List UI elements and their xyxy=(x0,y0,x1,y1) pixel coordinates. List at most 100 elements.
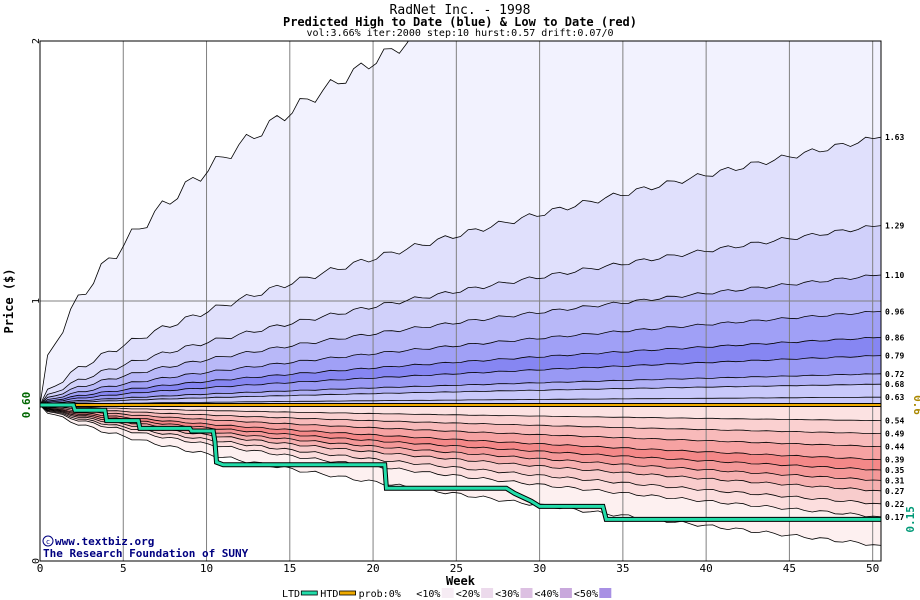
x-tick-label: 0 xyxy=(37,562,44,575)
x-tick-label: 35 xyxy=(616,562,629,575)
quantile-end-label: 0.96 xyxy=(885,307,904,316)
legend-color-swatch xyxy=(481,588,494,598)
quantile-end-label: 0.63 xyxy=(885,393,904,402)
low-band xyxy=(40,405,881,460)
legend-line-swatch xyxy=(300,590,318,596)
x-tick-label: 45 xyxy=(783,562,796,575)
legend-color-swatch xyxy=(441,588,454,598)
high-band xyxy=(40,225,881,405)
quantile-end-label: 0.27 xyxy=(885,487,904,496)
low-band xyxy=(40,405,881,517)
quantile-line xyxy=(40,404,881,461)
quantile-line xyxy=(40,136,881,406)
quantile-line xyxy=(40,336,881,406)
x-tick-label: 50 xyxy=(866,562,879,575)
quantile-line xyxy=(40,404,881,505)
plot-frame xyxy=(39,40,882,562)
legend-label: LTD xyxy=(282,589,300,600)
quantile-line xyxy=(40,225,881,406)
low-band xyxy=(40,405,881,491)
quantile-line xyxy=(40,355,881,406)
legend-color-swatch xyxy=(520,588,533,598)
quantile-line xyxy=(40,404,881,448)
legend-label: <10% xyxy=(416,589,440,600)
watermark-url: www.textbiz.org xyxy=(55,535,154,548)
legend-label: <50% xyxy=(574,589,598,600)
quantile-line xyxy=(40,404,881,492)
low-to-date-end-label: 0.15 xyxy=(904,506,917,533)
quantile-line xyxy=(40,396,881,406)
quantile-line xyxy=(40,373,881,406)
quantile-line xyxy=(40,274,881,406)
quantile-end-label: 1.10 xyxy=(885,271,904,280)
y-tick-label: 2 xyxy=(31,38,42,44)
legend-label: <30% xyxy=(495,589,519,600)
y-tick-label: 0 xyxy=(31,558,42,564)
grid-lines xyxy=(40,41,881,561)
quantile-line xyxy=(40,41,409,406)
high-band xyxy=(40,41,881,405)
quantile-end-label: 0.86 xyxy=(885,333,904,342)
quantile-line xyxy=(40,383,881,406)
high-band xyxy=(40,137,881,405)
quantile-line xyxy=(40,404,881,546)
y-axis-label: Price ($) xyxy=(2,268,16,333)
legend-color-swatch xyxy=(599,588,612,598)
quantile-end-label: 1.29 xyxy=(885,222,904,231)
legend-label: prob:0% xyxy=(359,589,401,600)
x-tick-label: 15 xyxy=(283,562,296,575)
quantile-end-label: 0.22 xyxy=(885,500,904,509)
low-band xyxy=(40,405,881,421)
x-tick-label: 40 xyxy=(700,562,713,575)
quantile-line xyxy=(40,404,881,471)
chart-title: RadNet Inc. - 1998 xyxy=(389,3,531,18)
quantile-end-labels: 1.63 1.29 1.10 0.96 0.86 0.79 0.720.68 0.63 0.54… xyxy=(885,133,904,522)
low-band xyxy=(40,405,881,504)
legend-color-swatch xyxy=(559,588,572,598)
high-band xyxy=(40,311,881,405)
quantile-end-label: 0.39 xyxy=(885,456,904,465)
chart-subtitle: Predicted High to Date (blue) & Low to D… xyxy=(282,15,637,29)
low-band xyxy=(40,405,881,481)
quantile-end-label: 0.44 xyxy=(885,443,904,452)
low-band xyxy=(40,405,881,447)
quantile-line xyxy=(40,404,881,435)
low-band xyxy=(40,405,881,470)
quantile-end-label: 0.17 xyxy=(885,513,904,522)
x-axis-label: Week xyxy=(446,574,476,588)
quantile-end-label: 1.63 xyxy=(885,133,904,142)
quantile-end-label: 0.54 xyxy=(885,417,904,426)
low-band xyxy=(40,405,881,434)
quantile-lines xyxy=(40,41,881,546)
quantile-end-label: 0.31 xyxy=(885,476,904,485)
quantile-line xyxy=(40,404,881,518)
high-band xyxy=(40,384,881,405)
low-to-date-line xyxy=(40,403,881,521)
quantile-end-label: 0.68 xyxy=(885,380,904,389)
legend-label: HTD xyxy=(320,589,338,600)
high-band xyxy=(40,355,881,405)
quantile-end-label: 0.79 xyxy=(885,352,904,361)
quantile-end-label: 0.35 xyxy=(885,466,904,475)
x-tick-label: 25 xyxy=(450,562,463,575)
high-band xyxy=(40,337,881,405)
copyright-icon xyxy=(42,535,54,547)
start-price-label: 0.60 xyxy=(20,392,33,419)
high-band xyxy=(40,275,881,405)
legend-label: <40% xyxy=(535,589,559,600)
copyright-glyph: c xyxy=(46,538,50,546)
quantile-end-label: 0.49 xyxy=(885,430,904,439)
legend-color-swatch xyxy=(402,588,415,598)
watermark-owner: The Research Foundation of SUNY xyxy=(43,547,249,560)
high-band xyxy=(40,373,881,405)
legend-label: <20% xyxy=(456,589,480,600)
legend-line-swatch xyxy=(339,590,357,596)
quantile-line xyxy=(40,404,881,422)
x-tick-label: 20 xyxy=(366,562,379,575)
y-tick-label: 1 xyxy=(31,298,42,304)
quantile-line xyxy=(40,310,881,406)
low-band xyxy=(40,405,881,546)
to-date-lines xyxy=(40,402,881,522)
